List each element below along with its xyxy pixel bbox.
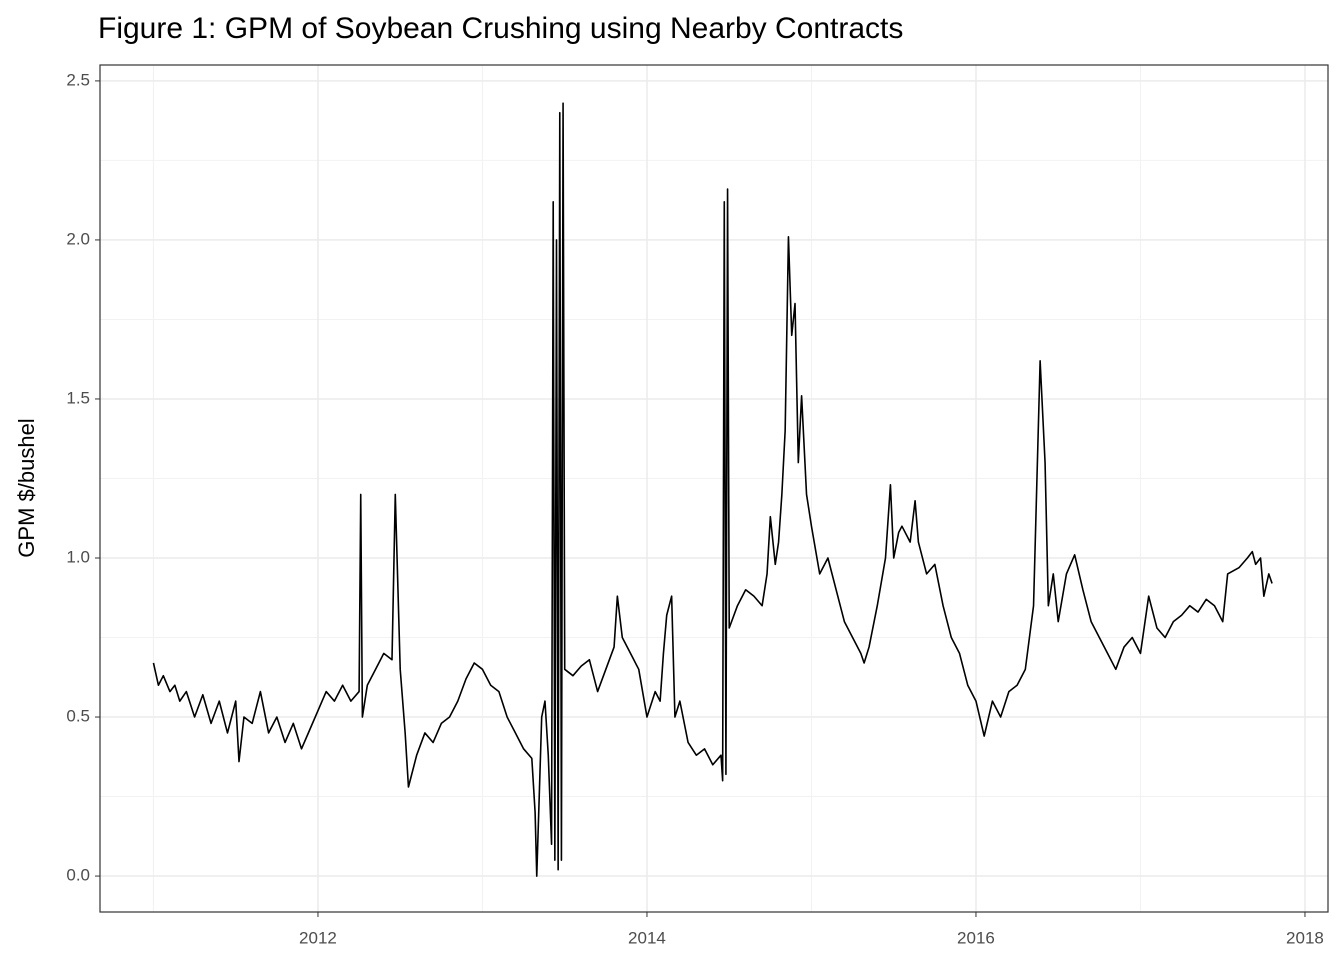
y-tick-label: 2.0 — [66, 229, 90, 248]
y-axis-label: GPM $/bushel — [14, 418, 39, 557]
y-tick-label: 2.5 — [66, 70, 90, 89]
y-tick-label: 0.0 — [66, 866, 90, 885]
x-tick-label: 2018 — [1286, 928, 1324, 947]
y-tick-label: 0.5 — [66, 707, 90, 726]
y-tick-label: 1.5 — [66, 388, 90, 407]
x-tick-label: 2014 — [628, 928, 666, 947]
y-tick-label: 1.0 — [66, 547, 90, 566]
plot-border — [99, 64, 1329, 913]
x-tick-label: 2016 — [957, 928, 995, 947]
x-tick-label: 2012 — [299, 928, 337, 947]
chart-title: Figure 1: GPM of Soybean Crushing using … — [98, 12, 903, 45]
data-line — [152, 102, 1273, 877]
